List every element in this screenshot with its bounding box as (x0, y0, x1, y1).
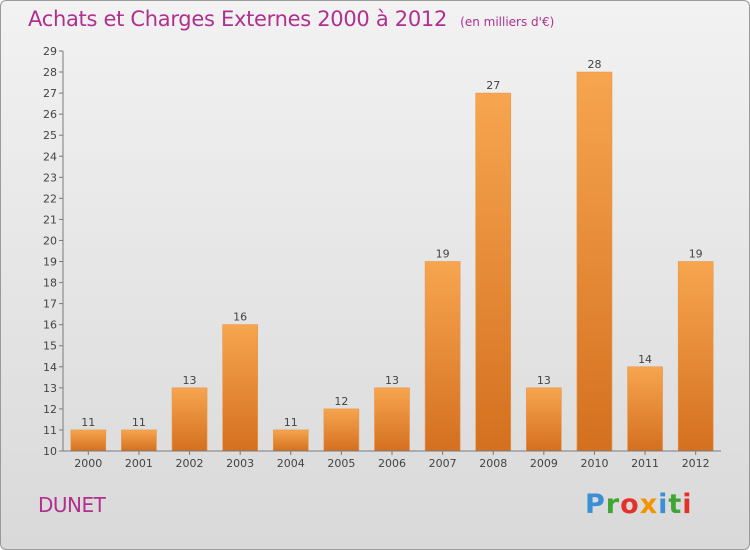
y-tick-label-20: 20 (43, 234, 57, 247)
proxiti-logo: Proxiti (585, 489, 693, 520)
value-label-2009: 13 (537, 374, 551, 387)
bar-2011 (627, 366, 663, 452)
y-tick-label-26: 26 (43, 108, 57, 121)
x-tick-label-2005: 2005 (327, 457, 355, 470)
y-tick-label-10: 10 (43, 445, 57, 458)
bar-2004 (272, 429, 309, 452)
value-label-2004: 11 (284, 416, 298, 429)
bar-2002 (171, 387, 208, 452)
y-tick-label-11: 11 (43, 424, 57, 437)
bar-2005 (323, 408, 360, 452)
x-tick-label-2000: 2000 (74, 457, 102, 470)
bar-2012 (677, 261, 714, 452)
bar-2006 (374, 387, 410, 452)
value-label-2011: 14 (638, 353, 652, 366)
x-tick-label-2011: 2011 (631, 457, 659, 470)
x-tick-label-2008: 2008 (479, 457, 507, 470)
bar-2000 (70, 429, 107, 452)
logo-letter: i (658, 489, 669, 520)
y-tick-label-22: 22 (43, 192, 57, 205)
y-tick-label-24: 24 (43, 150, 57, 163)
y-tick-label-25: 25 (43, 129, 57, 142)
y-tick-label-17: 17 (43, 298, 57, 311)
y-tick-label-16: 16 (43, 319, 57, 332)
logo-letter: r (605, 489, 621, 520)
x-tick-label-2009: 2009 (530, 457, 558, 470)
y-tick-label-23: 23 (43, 171, 57, 184)
logo-letter: i (682, 489, 693, 520)
x-tick-label-2012: 2012 (682, 457, 710, 470)
value-label-2006: 13 (385, 374, 399, 387)
y-tick-label-29: 29 (43, 45, 57, 58)
commune-name: DUNET (38, 493, 106, 517)
y-tick-label-13: 13 (43, 382, 57, 395)
x-tick-label-2002: 2002 (176, 457, 204, 470)
x-tick-label-2003: 2003 (226, 457, 254, 470)
y-tick-label-18: 18 (43, 277, 57, 290)
x-tick-label-2010: 2010 (580, 457, 608, 470)
y-tick-label-14: 14 (43, 361, 57, 374)
bar-2009 (526, 387, 562, 452)
y-tick-label-19: 19 (43, 256, 57, 269)
value-label-2007: 19 (436, 248, 450, 261)
bar-2003 (222, 324, 258, 452)
y-tick-label-15: 15 (43, 340, 57, 353)
value-label-2001: 11 (132, 416, 146, 429)
y-tick-label-21: 21 (43, 213, 57, 226)
y-tick-label-12: 12 (43, 403, 57, 416)
y-tick-label-28: 28 (43, 66, 57, 79)
bar-2010 (576, 71, 613, 452)
value-label-2003: 16 (233, 311, 247, 324)
x-tick-label-2004: 2004 (277, 457, 305, 470)
x-tick-label-2001: 2001 (125, 457, 153, 470)
value-label-2005: 12 (334, 395, 348, 408)
value-label-2008: 27 (486, 79, 500, 92)
value-label-2010: 28 (587, 58, 601, 71)
bar-2001 (121, 429, 157, 452)
title-row: Achats et Charges Externes 2000 à 2012 (… (28, 7, 554, 31)
logo-letter: t (668, 489, 683, 520)
x-tick-label-2007: 2007 (429, 457, 457, 470)
bar-2007 (424, 261, 461, 452)
bar-2008 (475, 92, 512, 452)
logo-letter: o (620, 489, 640, 520)
logo-letter: P (585, 489, 606, 520)
x-tick-label-2006: 2006 (378, 457, 406, 470)
chart-title: Achats et Charges Externes 2000 à 2012 (28, 7, 448, 31)
logo-letter: x (639, 489, 659, 520)
y-tick-label-27: 27 (43, 87, 57, 100)
value-label-2012: 19 (689, 248, 703, 261)
value-label-2000: 11 (81, 416, 95, 429)
chart-unit: (en milliers d'€) (460, 15, 555, 29)
value-label-2002: 13 (183, 374, 197, 387)
